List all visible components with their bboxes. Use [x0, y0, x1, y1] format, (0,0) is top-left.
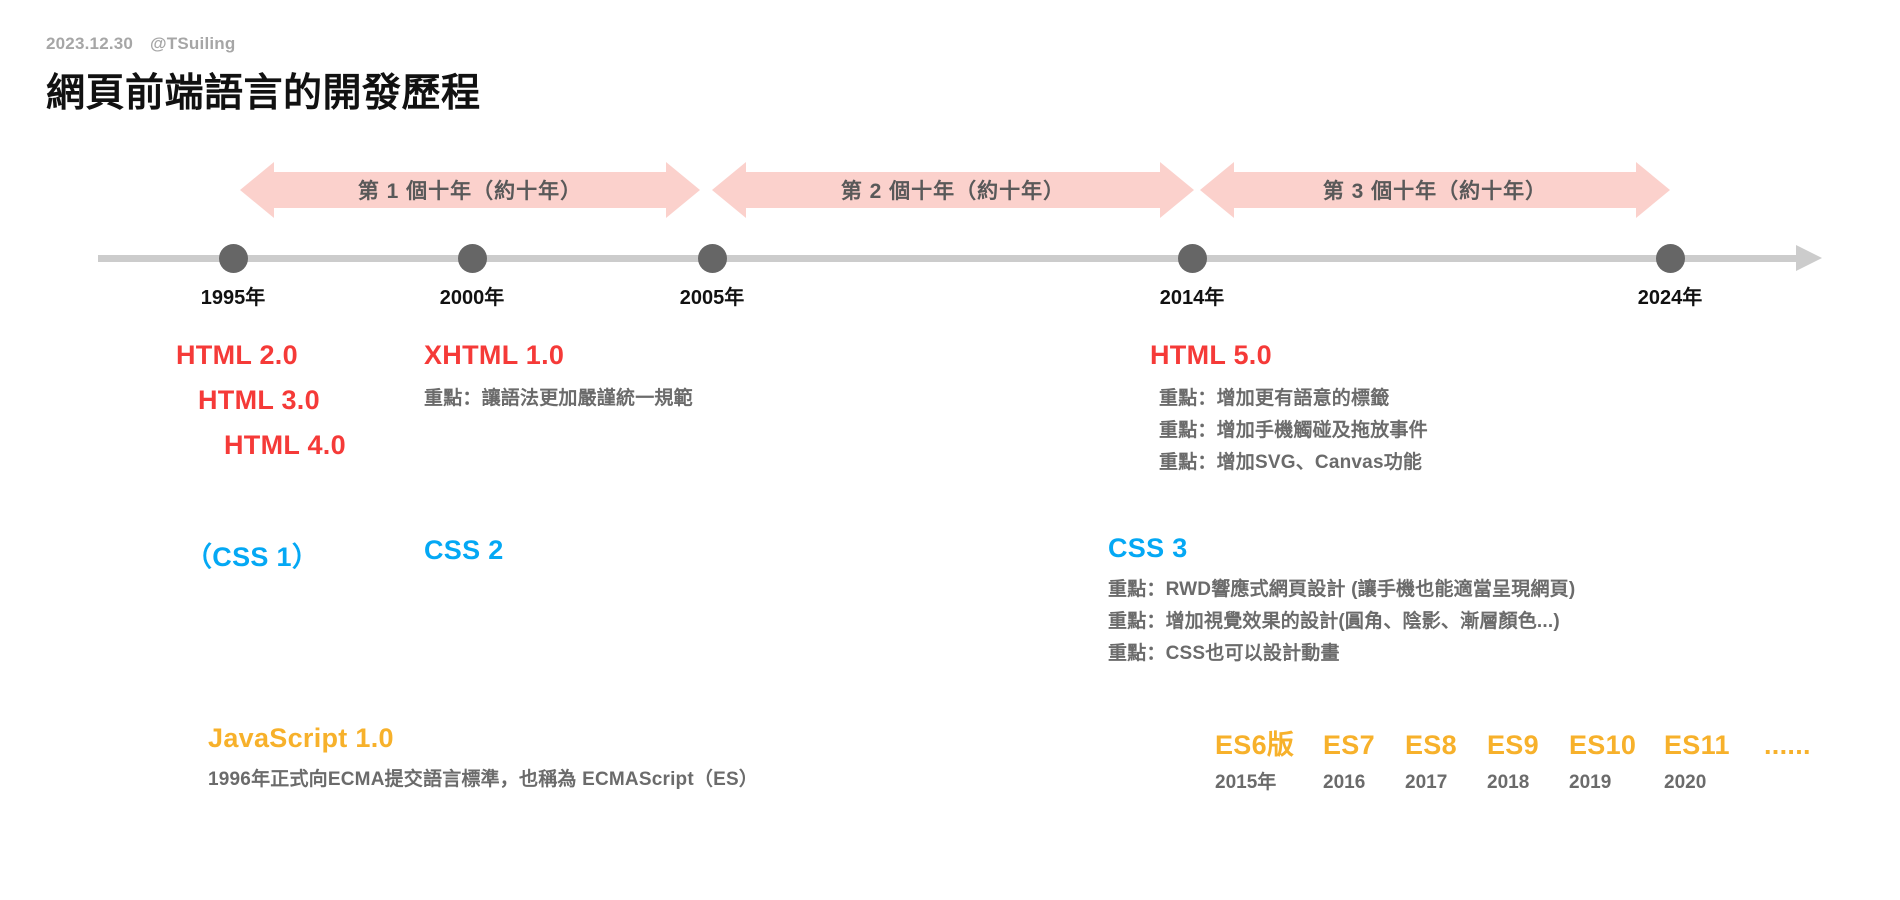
header-meta: 2023.12.30 @TSuiling — [46, 34, 481, 54]
html5-title: HTML 5.0 — [1150, 340, 1272, 370]
xhtml-note: 重點：讓語法更加嚴謹統一規範 — [424, 388, 693, 409]
decade-arrow-left-icon — [1200, 162, 1234, 218]
timeline-dot-2000[interactable] — [457, 244, 487, 273]
timeline-dot-2014[interactable] — [1177, 244, 1207, 273]
decade-banner-body — [274, 172, 666, 208]
css3-title: CSS 3 — [1108, 533, 1188, 563]
javascript-note: 1996年正式向ECMA提交語言標準，也稱為 ECMAScript（ES） — [208, 769, 759, 790]
decade-banner-2: 第 2 個十年（約十年） — [712, 162, 1194, 218]
timeline-year-label: 2005年 — [679, 287, 745, 309]
decade-banner-body — [1234, 172, 1636, 208]
decade-arrow-right-icon — [666, 162, 700, 218]
ecmascript-version-label: ES10 — [1569, 730, 1637, 760]
ecmascript-year-label: 2015年 — [1215, 772, 1277, 793]
html5-note-list: 重點：增加更有語意的標籤重點：增加手機觸碰及拖放事件 重點：增加SVG、Canva… — [1159, 383, 1428, 479]
html-version-label: HTML 2.0 — [176, 340, 298, 370]
ecmascript-version-row: ES6版 ES7 ES8 ES9 ES10 ES11...... — [1215, 723, 1811, 762]
decade-label: 第 3 個十年（約十年） — [1322, 180, 1548, 203]
timeline-dot-2005[interactable] — [697, 244, 727, 273]
css2-title: CSS 2 — [424, 535, 504, 565]
javascript-title: JavaScript 1.0 — [208, 723, 394, 753]
block-xhtml: XHTML 1.0 重點：讓語法更加嚴謹統一規範 — [424, 340, 693, 415]
publish-date: 2023.12.30 — [46, 34, 134, 53]
decade-arrow-left-icon — [712, 162, 746, 218]
ecmascript-year-label: 2019 — [1569, 772, 1612, 793]
decade-label: 第 1 個十年（約十年） — [357, 180, 583, 203]
block-javascript: JavaScript 1.0 1996年正式向ECMA提交語言標準，也稱為 EC… — [208, 723, 758, 796]
css3-note-list: 重點：RWD響應式網頁設計 (讓手機也能適當呈現網頁) 重點：增加視覺效果的設計(… — [1108, 574, 1575, 670]
decade-arrow-right-icon — [1636, 162, 1670, 218]
html-early-version-list: HTML 2.0 HTML 3.0 HTML 4.0 — [176, 340, 346, 461]
block-css1: （CSS 1） — [185, 535, 319, 574]
timeline-year-label: 2014年 — [1159, 287, 1225, 309]
ecmascript-year-row: 2015年 2016 2017 2018 2019 2020 — [1215, 767, 1811, 794]
html-version-label: HTML 4.0 — [224, 430, 346, 460]
decade-banner-body — [746, 172, 1160, 208]
decade-label: 第 2 個十年（約十年） — [840, 180, 1066, 203]
block-css2: CSS 2 — [424, 535, 504, 566]
block-html5: HTML 5.0 重點：增加更有語意的標籤重點：增加手機觸碰及拖放事件 重點：增加… — [1150, 340, 1428, 479]
css3-note: 重點：RWD響應式網頁設計 (讓手機也能適當呈現網頁) — [1108, 579, 1576, 600]
timeline-year-label: 1995年 — [200, 287, 266, 309]
ecmascript-version-label: ...... — [1764, 730, 1811, 760]
ecmascript-version-label: ES9 — [1487, 730, 1539, 760]
css1-title: （CSS 1） — [185, 542, 320, 572]
html5-note: 重點：增加SVG、Canvas功能 — [1159, 452, 1423, 473]
timeline-dot-1995[interactable] — [218, 244, 248, 273]
ecmascript-version-label: ES8 — [1405, 730, 1457, 760]
timeline-year-label: 2024年 — [1637, 287, 1703, 309]
ecmascript-version-label: ES11 — [1664, 730, 1730, 760]
timeline-axis — [98, 255, 1798, 262]
ecmascript-version-label: ES7 — [1323, 730, 1375, 760]
ecmascript-year-label: 2016 — [1323, 772, 1366, 793]
author-handle: @TSuiling — [150, 34, 236, 53]
decade-banner-3: 第 3 個十年（約十年） — [1200, 162, 1670, 218]
decade-banner-1: 第 1 個十年（約十年） — [240, 162, 700, 218]
xhtml-title: XHTML 1.0 — [424, 340, 565, 370]
decade-arrow-right-icon — [1160, 162, 1194, 218]
ecmascript-year-label: 2018 — [1487, 772, 1530, 793]
css3-note: 重點：CSS也可以設計動畫 — [1108, 643, 1340, 664]
timeline-dot-2024[interactable] — [1655, 244, 1685, 273]
timeline-year-label: 2000年 — [439, 287, 505, 309]
html-version-label: HTML 3.0 — [198, 385, 320, 415]
decade-arrow-left-icon — [240, 162, 274, 218]
css3-note: 重點：增加視覺效果的設計(圓角、陰影、漸層顏色...) — [1108, 611, 1560, 632]
block-ecmascript: ES6版 ES7 ES8 ES9 ES10 ES11...... 2015年 2016 201… — [1215, 723, 1811, 794]
page-title: 網頁前端語言的開發歷程 — [46, 72, 481, 115]
ecmascript-year-label: 2017 — [1405, 772, 1448, 793]
html5-note: 重點：增加手機觸碰及拖放事件 — [1159, 420, 1428, 441]
block-html-early: HTML 2.0 HTML 3.0 HTML 4.0 — [176, 340, 346, 475]
html5-note: 重點：增加更有語意的標籤 — [1159, 388, 1390, 409]
block-css3: CSS 3 重點：RWD響應式網頁設計 (讓手機也能適當呈現網頁) 重點：增加視覺… — [1108, 533, 1575, 670]
ecmascript-year-label: 2020 — [1664, 772, 1707, 793]
timeline-axis-arrow-icon — [1796, 245, 1822, 271]
ecmascript-version-label: ES6版 — [1215, 730, 1295, 760]
page-header: 2023.12.30 @TSuiling 網頁前端語言的開發歷程 — [46, 34, 481, 118]
